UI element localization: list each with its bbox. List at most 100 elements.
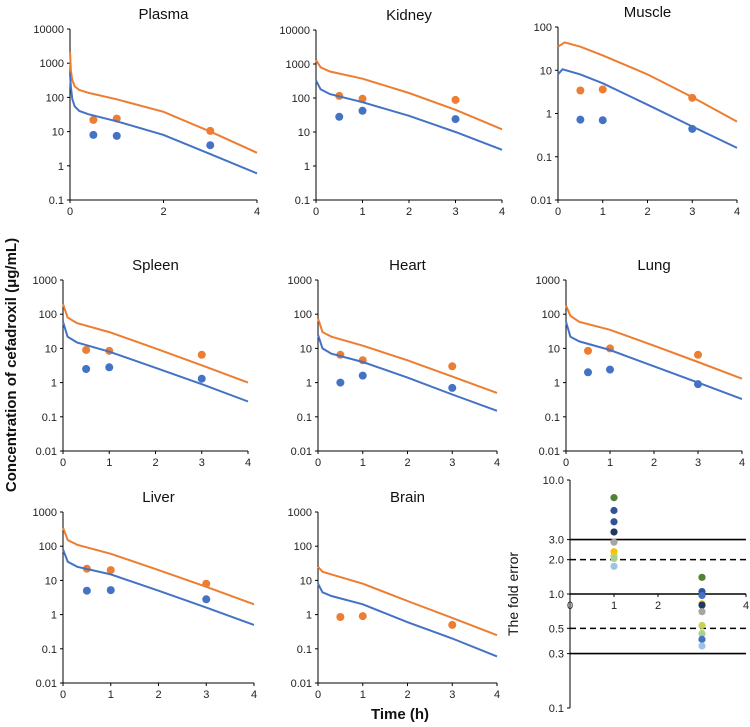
series-line-blue [565, 321, 743, 401]
chart-panel-3: Muscle 0.01 0.1 1 10 100 0 1 2 3 4 [531, 4, 740, 218]
series-line-blue [317, 334, 498, 412]
panel-title: Liver [142, 489, 175, 506]
x-tick-label: 4 [251, 689, 257, 701]
x-tick-label: 3 [689, 206, 695, 218]
x-tick-label: 4 [245, 457, 251, 469]
x-tick-label: 3 [449, 689, 455, 701]
x-tick-label: 0 [315, 457, 321, 469]
x-tick-label: 4 [494, 457, 500, 469]
series-line-blue [62, 549, 255, 626]
y-tick-label: 0.1 [49, 195, 64, 207]
y-tick-label: 0.1 [42, 412, 57, 424]
y-tick-label: 1 [51, 610, 57, 622]
x-tick-label: 4 [499, 206, 505, 218]
y-tick-label: 10 [45, 343, 57, 355]
data-point-orange [89, 115, 98, 124]
series-line-blue [62, 321, 249, 403]
y-tick-label: 1 [304, 161, 310, 173]
chart-panel-2: Kidney 0.1 1 10 100 1000 10000 0 1 2 3 4 [279, 7, 505, 218]
fold-error-point [698, 591, 706, 600]
y-tick-label: 1 [546, 109, 552, 121]
y-tick-label: 0.1 [537, 152, 552, 164]
series-line-blue [315, 79, 503, 151]
y-tick-label: 100 [39, 309, 57, 321]
data-point-orange [197, 350, 206, 359]
series-line-blue [317, 583, 498, 658]
y-tick-label: 10 [540, 65, 552, 77]
fold-error-point [610, 494, 618, 502]
y-tick-label: 10 [52, 127, 64, 139]
x-tick-label: 3 [203, 689, 209, 701]
x-tick-label: 3 [695, 457, 701, 469]
data-point-blue [584, 368, 592, 377]
y-tick-label: 0.01 [291, 678, 312, 690]
series-line-orange [62, 527, 255, 606]
y-tick-label: 2.0 [549, 555, 564, 567]
y-tick-label: 1000 [33, 275, 57, 287]
x-tick-label: 1 [360, 689, 366, 701]
fold-error-point [698, 629, 706, 638]
fold-error-point [698, 621, 706, 630]
y-tick-label: 0.1 [545, 412, 560, 424]
y-tick-label: 100 [46, 92, 64, 104]
y-tick-label: 10000 [33, 24, 64, 36]
y-tick-label: 100 [542, 309, 560, 321]
data-point-blue [336, 378, 345, 387]
y-tick-label: 10 [45, 575, 57, 587]
x-tick-label: 1 [607, 457, 613, 469]
y-tick-label: 1 [306, 610, 312, 622]
y-tick-label: 1000 [288, 275, 312, 287]
panel-title: Plasma [138, 6, 189, 23]
x-tick-label: 2 [404, 457, 410, 469]
data-point-orange [206, 126, 215, 135]
data-point-blue [358, 106, 367, 115]
y-tick-label: 10 [548, 343, 560, 355]
panel-title: Lung [637, 257, 670, 274]
y-tick-label: 10 [300, 575, 312, 587]
series-line-orange [62, 303, 249, 384]
data-point-orange [82, 345, 91, 354]
y-tick-label: 100 [39, 541, 57, 553]
data-point-orange [336, 613, 345, 622]
chart-panel-1: Plasma 0.1 1 10 100 1000 10000 0 2 4 [33, 6, 260, 218]
fold-error-point [610, 554, 618, 563]
x-tick-label: 0 [563, 457, 569, 469]
x-tick-label: 2 [406, 206, 412, 218]
panel-title: Brain [390, 489, 425, 506]
y-tick-label: 100 [534, 22, 552, 34]
x-tick-label: 0 [60, 689, 66, 701]
data-point-orange [694, 350, 702, 359]
x-tick-label: 2 [644, 206, 650, 218]
x-tick-label: 0 [60, 457, 66, 469]
data-point-blue [82, 364, 91, 373]
y-tick-label: 0.01 [531, 195, 552, 207]
fold-error-point [698, 573, 706, 581]
series-line-orange [317, 566, 498, 637]
x-tick-label: 4 [254, 206, 260, 218]
series-line-orange [69, 51, 258, 154]
y-tick-label: 0.1 [42, 644, 57, 656]
y-tick-label: 10000 [279, 25, 310, 37]
data-point-blue [112, 131, 121, 140]
chart-panel-9: 0.10.30.51.02.03.010.001234The fold erro… [505, 475, 749, 715]
x-tick-label: 4 [739, 457, 745, 469]
x-tick-label: 0 [67, 206, 73, 218]
chart-panel-8: Brain 0.01 0.1 1 10 100 1000 0 1 2 3 4 [288, 489, 501, 701]
series-line-blue [69, 74, 258, 175]
y-tick-label: 10 [300, 343, 312, 355]
y-tick-label: 1000 [288, 507, 312, 519]
y-tick-label: 0.1 [297, 412, 312, 424]
chart-panel-5: Heart 0.01 0.1 1 10 100 1000 0 1 2 3 4 [288, 257, 501, 469]
x-tick-label: 1 [360, 457, 366, 469]
data-point-blue [448, 383, 457, 392]
x-tick-label: 1 [108, 689, 114, 701]
y-axis-title: Concentration of cefadroxil (μg/mL) [3, 238, 20, 492]
x-tick-label: 1 [106, 457, 112, 469]
data-point-blue [576, 115, 585, 124]
data-point-orange [451, 95, 460, 104]
x-tick-label: 3 [452, 206, 458, 218]
data-point-blue [606, 365, 614, 374]
x-tick-label: 2 [160, 206, 166, 218]
series-line-orange [317, 318, 498, 394]
